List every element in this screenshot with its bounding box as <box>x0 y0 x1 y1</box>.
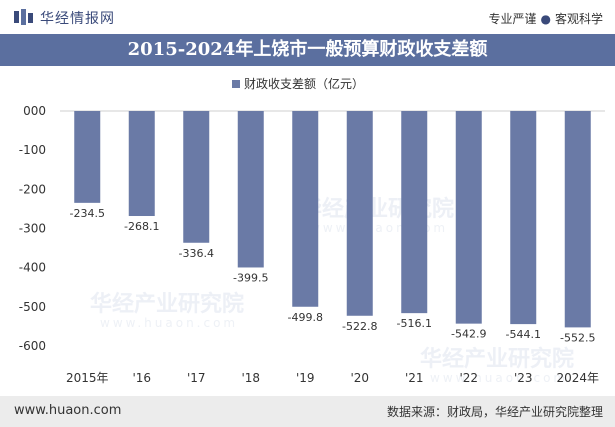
x-tick-label: '19 <box>296 371 315 385</box>
y-tick-label: -200 <box>19 182 46 196</box>
tagline-right: 客观科学 <box>554 12 603 26</box>
bar <box>292 111 319 307</box>
y-tick-label: -400 <box>19 261 46 275</box>
watermark-text: 华经产业研究院 <box>420 346 574 372</box>
x-tick-label: '17 <box>187 371 206 385</box>
data-label: -499.8 <box>288 311 323 324</box>
watermark-text: 华经产业研究院 <box>300 196 454 222</box>
data-label: -399.5 <box>233 271 268 284</box>
x-tick-label: '21 <box>405 371 424 385</box>
data-label: -544.1 <box>506 328 541 341</box>
y-tick-label: 000 <box>23 104 46 118</box>
data-label: -552.5 <box>560 331 595 344</box>
bar <box>128 111 155 217</box>
legend-swatch <box>232 80 240 88</box>
footer-url: www.huaon.com <box>14 403 122 418</box>
data-label: -516.1 <box>397 317 432 330</box>
legend-label: 财政收支差额（亿元） <box>244 76 364 91</box>
data-label: -542.9 <box>451 328 486 341</box>
x-tick-label: '18 <box>241 371 260 385</box>
tagline: 专业严谨 ● 客观科学 <box>488 10 603 27</box>
watermark-url: www.huaon.com <box>100 316 238 330</box>
chart-title: 2015-2024年上饶市一般预算财政收支差额 <box>127 39 488 60</box>
bar <box>510 111 537 325</box>
x-tick-label: '20 <box>350 371 369 385</box>
data-label: -336.4 <box>179 247 214 260</box>
y-tick-label: -600 <box>19 339 46 353</box>
brand-name: 华经情报网 <box>40 11 115 27</box>
y-tick-label: -300 <box>19 222 46 236</box>
dot-separator-icon: ● <box>540 12 551 26</box>
bar-chart: 华经产业研究院www.huaon.com华经产业研究院www.huaon.com… <box>19 76 605 385</box>
data-label: -268.1 <box>124 220 159 233</box>
watermark-url: www.huaon.com <box>310 221 448 235</box>
top-bar: 华经情报网 专业严谨 ● 客观科学 <box>0 0 615 34</box>
bar <box>564 111 591 328</box>
chart-area: 华经产业研究院 www.huaon.com 华经产业研究院 www.huaon.com… <box>0 66 615 396</box>
bar <box>401 111 428 314</box>
x-tick-label: 2024年 <box>556 371 599 385</box>
watermark-text: 华经产业研究院 <box>90 291 244 317</box>
bar <box>455 111 482 324</box>
y-tick-label: -100 <box>19 143 46 157</box>
data-label: -522.8 <box>342 320 377 333</box>
footer-source: 数据来源：财政局，华经产业研究院整理 <box>386 405 603 419</box>
bar <box>74 111 101 203</box>
bar <box>237 111 264 268</box>
x-tick-label: '23 <box>514 371 533 385</box>
x-tick-label: '22 <box>459 371 478 385</box>
watermark-url: www.huaon.com <box>430 371 568 385</box>
y-tick-label: -500 <box>19 300 46 314</box>
title-bar: 2015-2024年上饶市一般预算财政收支差额 <box>0 34 615 66</box>
logo-icon <box>14 9 33 25</box>
data-label: -234.5 <box>70 207 105 220</box>
x-tick-label: '16 <box>132 371 151 385</box>
bar <box>346 111 373 316</box>
bar <box>183 111 210 243</box>
tagline-left: 专业严谨 <box>488 12 537 26</box>
x-tick-label: 2015年 <box>66 371 109 385</box>
footer: www.huaon.com 数据来源：财政局，华经产业研究院整理 <box>0 396 615 427</box>
